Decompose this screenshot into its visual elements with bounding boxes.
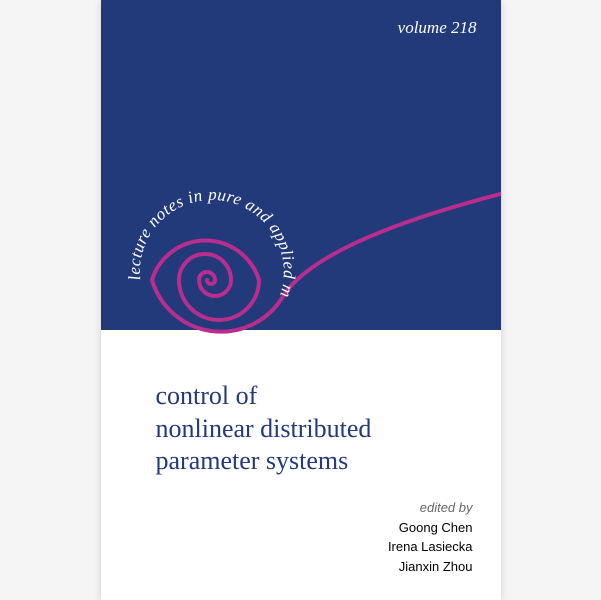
- title-line: parameter systems: [156, 446, 349, 475]
- editor-name: Goong Chen: [388, 518, 473, 538]
- volume-label: volume 218: [398, 18, 477, 38]
- spiral-graphic: lecture notes in pure and applied mathem…: [101, 130, 501, 370]
- spiral-path: [152, 190, 501, 332]
- editor-name: Irena Lasiecka: [388, 537, 473, 557]
- edited-by-line: edited by: [388, 498, 473, 518]
- book-title: control of nonlinear distributed paramet…: [156, 380, 471, 478]
- title-line: nonlinear distributed: [156, 414, 372, 443]
- editor-name: Jianxin Zhou: [388, 557, 473, 577]
- title-line: control of: [156, 381, 258, 410]
- edited-by-label: edited by: [420, 500, 473, 515]
- editors-block: edited by Goong Chen Irena Lasiecka Jian…: [388, 498, 473, 576]
- book-cover: volume 218 lecture notes in pure and app…: [101, 0, 501, 600]
